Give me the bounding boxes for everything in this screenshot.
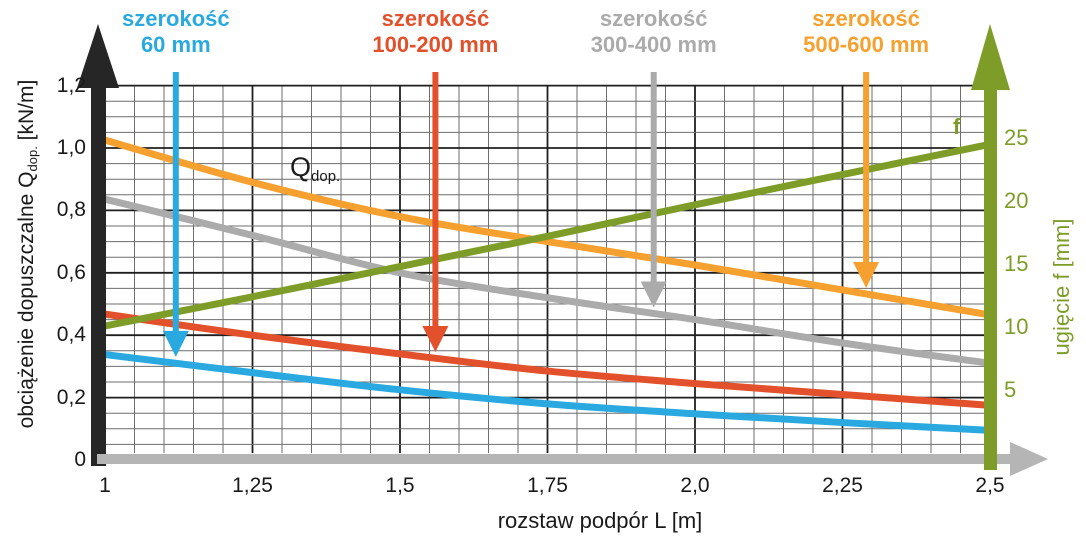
left-y-axis: [91, 80, 106, 466]
curve-60mm: [99, 350, 991, 434]
series-label-300-400mm: szerokość 300-400 mm: [534, 6, 774, 58]
y-left-tick-label: 0,6: [56, 260, 86, 284]
y-right-tick-label: 15: [1004, 251, 1029, 276]
curve-300-400mm: [99, 194, 991, 367]
y-right-tick-label: 10: [1004, 314, 1029, 339]
curve-100-200mm: [99, 309, 991, 409]
y-left-tick-label: 0,8: [56, 198, 86, 222]
y-left-tick-label: 0,4: [56, 323, 86, 347]
series-label-100-200mm: szerokość 100-200 mm: [315, 6, 555, 58]
right-y-axis-arrow: [971, 24, 1010, 90]
right-y-axis: [984, 78, 997, 470]
x-tick-label: 1,5: [385, 474, 415, 497]
left-y-axis-arrow: [77, 24, 119, 88]
curve-deflection-f: [99, 140, 991, 331]
bottom-axis-title: rozstaw podpór L [m]: [497, 508, 703, 533]
y-right-tick-label: 25: [1004, 125, 1029, 150]
series-label-60mm: szerokość 60 mm: [56, 6, 296, 58]
series-label-500-600mm: szerokość 500-600 mm: [746, 6, 986, 58]
series-label-line1: szerokość: [812, 6, 920, 31]
x-tick-label: 2,0: [680, 474, 710, 497]
x-tick-label: 2,25: [822, 474, 863, 497]
x-tick-label: 1,75: [527, 474, 568, 497]
y-left-tick-label: 1,2: [56, 73, 86, 97]
label-arrowhead-300-400mm: [640, 281, 667, 308]
series-label-line2: 300-400 mm: [590, 32, 717, 57]
y-left-tick-label: 0: [74, 448, 86, 471]
y-left-tick-label: 0,2: [56, 385, 86, 409]
qdop-main: Q: [290, 152, 312, 182]
qdop-curve-label: Qdop.: [290, 152, 340, 185]
f-curve-label: f: [953, 114, 961, 139]
x-tick-label: 1: [99, 474, 111, 497]
series-label-line1: szerokość: [381, 6, 490, 31]
series-label-line1: szerokość: [121, 6, 230, 31]
x-axis: [97, 454, 1010, 464]
x-axis-arrow: [1010, 442, 1048, 476]
series-label-line1: szerokość: [599, 6, 708, 31]
series-label-line2: 60 mm: [140, 32, 211, 57]
label-arrowhead-60mm: [162, 330, 189, 357]
y-right-tick-label: 20: [1004, 188, 1029, 213]
y-right-tick-label: 5: [1004, 377, 1017, 402]
label-arrowhead-100-200mm: [422, 326, 449, 353]
x-tick-label: 2,5: [975, 474, 1005, 497]
series-label-line2: 100-200 mm: [372, 32, 499, 57]
x-tick-label: 1,25: [232, 474, 273, 497]
series-label-line2: 500-600 mm: [803, 32, 930, 57]
y-left-tick-label: 1,0: [56, 136, 86, 159]
qdop-sub: dop.: [311, 168, 341, 185]
label-arrowhead-500-600mm: [853, 261, 880, 288]
curve-500-600mm: [99, 135, 991, 319]
